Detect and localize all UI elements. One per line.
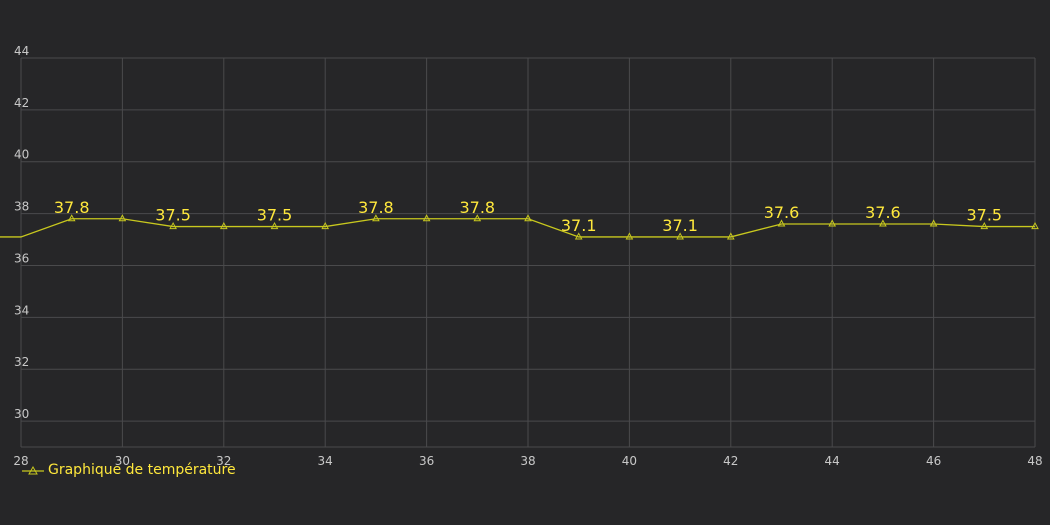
data-point-marker bbox=[219, 222, 228, 230]
data-label: 37.1 bbox=[662, 216, 698, 235]
data-point-marker bbox=[1031, 222, 1039, 230]
x-tick-label: 40 bbox=[622, 454, 637, 468]
data-label: 37.1 bbox=[561, 216, 597, 235]
legend-label: Graphique de température bbox=[48, 462, 236, 478]
legend: Graphique de température bbox=[22, 462, 236, 478]
data-label: 37.5 bbox=[155, 206, 191, 225]
data-point-marker bbox=[879, 219, 887, 227]
x-axis-ticks: 28 30 32 34 36 38 40 42 44 46 48 bbox=[13, 454, 1042, 468]
y-tick-label: 44 bbox=[14, 44, 29, 58]
data-label: 37.6 bbox=[764, 203, 800, 222]
y-tick-label: 34 bbox=[14, 303, 29, 317]
x-tick-label: 38 bbox=[520, 454, 535, 468]
data-point-marker bbox=[118, 214, 127, 222]
x-tick-label: 48 bbox=[1027, 454, 1042, 468]
series-line bbox=[0, 218, 1035, 238]
y-tick-label: 30 bbox=[14, 407, 29, 421]
data-point-marker bbox=[625, 232, 634, 240]
y-tick-label: 38 bbox=[14, 200, 29, 214]
legend-marker-icon bbox=[22, 465, 44, 475]
data-point-marker bbox=[473, 214, 482, 222]
data-labels: 37.8 37.5 37.5 37.8 37.8 37.1 37.1 37.6 37.6 37.5 bbox=[54, 198, 1002, 235]
y-tick-label: 40 bbox=[14, 148, 29, 162]
data-label: 37.6 bbox=[865, 203, 901, 222]
x-tick-label: 30 bbox=[115, 454, 130, 468]
x-tick-label: 44 bbox=[825, 454, 840, 468]
data-label: 37.8 bbox=[459, 198, 495, 217]
x-tick-label: 34 bbox=[318, 454, 333, 468]
x-tick-label: 36 bbox=[419, 454, 434, 468]
data-point-marker bbox=[422, 214, 431, 222]
data-point-marker bbox=[372, 214, 380, 222]
x-tick-label: 42 bbox=[723, 454, 738, 468]
y-axis-ticks: 30 32 34 36 38 40 42 44 bbox=[14, 44, 29, 421]
y-tick-label: 32 bbox=[14, 355, 29, 369]
y-tick-label: 36 bbox=[14, 251, 29, 265]
data-point-marker bbox=[676, 232, 684, 240]
grid bbox=[20, 57, 1036, 448]
data-point-marker bbox=[524, 214, 532, 222]
data-point-marker bbox=[828, 219, 837, 227]
x-tick-label: 32 bbox=[216, 454, 231, 468]
data-point-marker bbox=[270, 222, 279, 230]
data-point-marker bbox=[321, 222, 330, 230]
data-point-marker bbox=[929, 219, 938, 227]
y-tick-label: 42 bbox=[14, 96, 29, 110]
data-label: 37.8 bbox=[54, 198, 90, 217]
data-point-marker bbox=[574, 232, 583, 240]
data-point-marker bbox=[777, 219, 786, 227]
data-point-marker bbox=[980, 222, 989, 230]
data-label: 37.5 bbox=[257, 206, 293, 225]
data-point-marker bbox=[169, 222, 177, 230]
data-label: 37.5 bbox=[966, 206, 1002, 225]
series-layer bbox=[0, 214, 1039, 240]
data-label: 37.8 bbox=[358, 198, 394, 217]
data-point-marker bbox=[726, 232, 735, 240]
x-tick-label: 46 bbox=[926, 454, 941, 468]
x-tick-label: 28 bbox=[13, 454, 28, 468]
data-point-marker bbox=[67, 214, 76, 222]
